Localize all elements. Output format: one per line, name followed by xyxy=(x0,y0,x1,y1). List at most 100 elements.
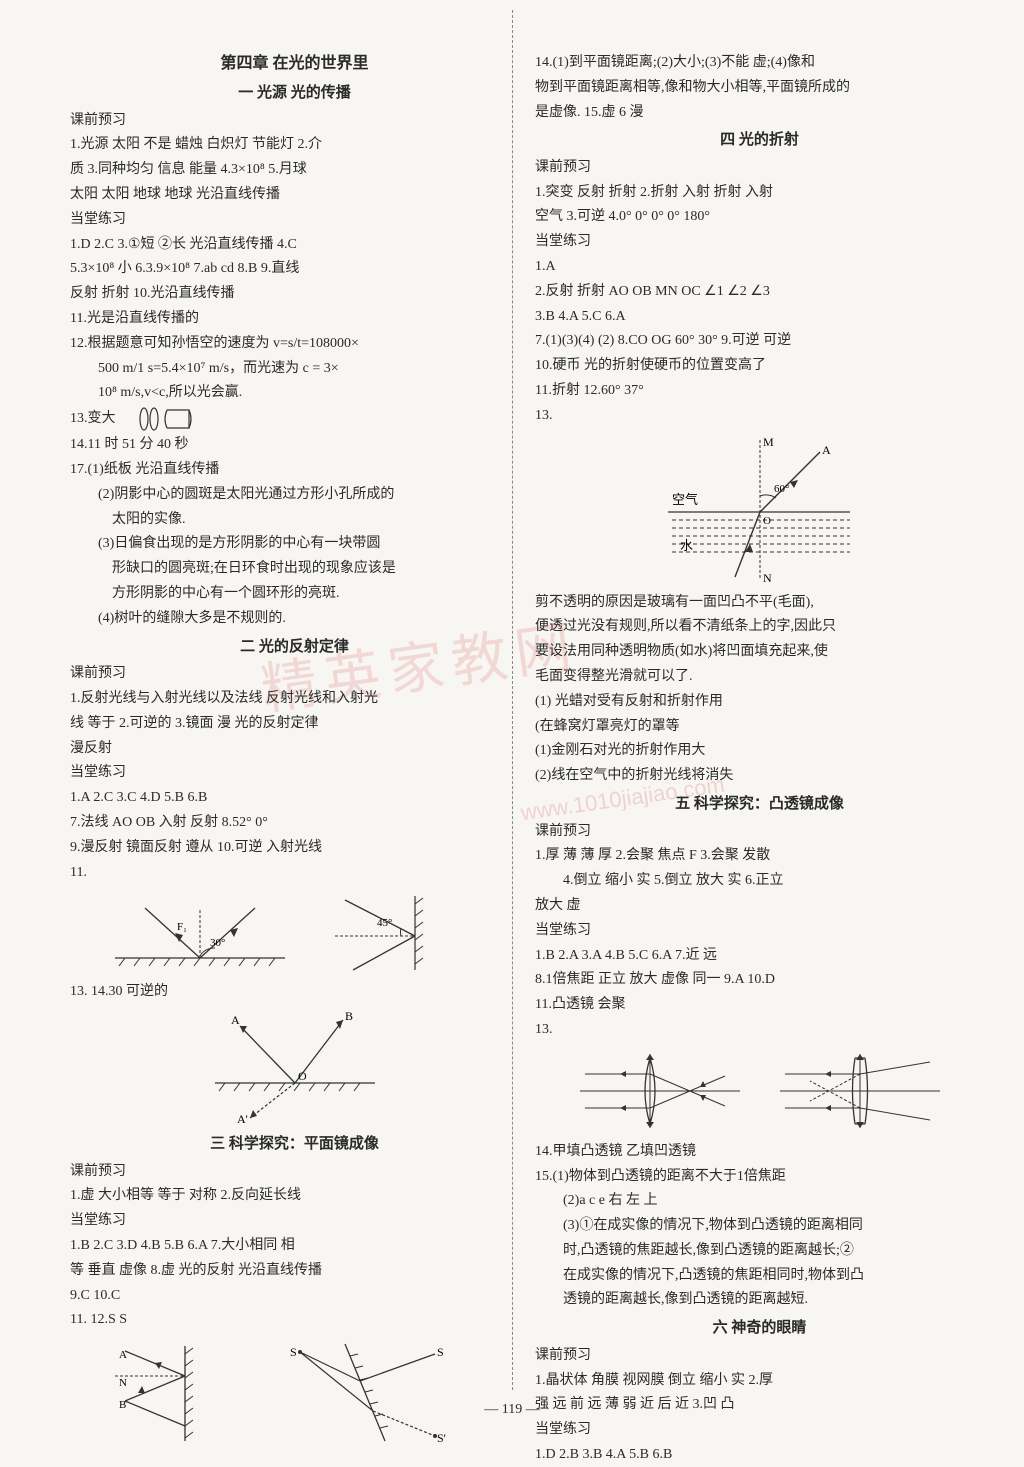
text-line: 1.B 2.A 3.A 4.B 5.C 6.A 7.近 远 xyxy=(535,944,984,968)
text-line: 便透过光没有规则,所以看不清纸条上的字,因此只 xyxy=(535,615,984,639)
text-line: 1.D 2.C 3.①短 ②长 光沿直线传播 4.C xyxy=(70,233,519,257)
svg-text:A: A xyxy=(231,1013,240,1027)
text-line: 3.B 4.A 5.C 6.A xyxy=(535,305,984,329)
text-line: 15.(1)物体到凸透镜的距离不大于1倍焦距 xyxy=(535,1165,984,1189)
text-line: (1)金刚石对光的折射作用大 xyxy=(535,739,984,763)
sec5-title: 五 科学探究：凸透镜成像 xyxy=(535,792,984,818)
svg-text:N: N xyxy=(763,571,772,585)
angle-30: 30° xyxy=(210,937,225,949)
text-line: (3)日偏食出现的是方形阴影的中心有一块带圆 xyxy=(70,532,519,556)
mirror-diagram-13: A B O A' xyxy=(195,1008,395,1128)
svg-text:A: A xyxy=(822,443,831,457)
sec6-pre-head: 课前预习 xyxy=(535,1344,984,1368)
svg-text:S: S xyxy=(290,1345,297,1359)
svg-text:S': S' xyxy=(437,1431,446,1445)
sec2-prac-head: 当堂练习 xyxy=(70,761,519,785)
text-line: 9.C 10.C xyxy=(70,1284,519,1308)
svg-text:O: O xyxy=(298,1069,307,1083)
text-line: (2)a c e 右 左 上 xyxy=(535,1189,984,1213)
text-line: (2)线在空气中的折射光线将消失 xyxy=(535,764,984,788)
svg-text:A: A xyxy=(119,1349,127,1361)
svg-text:N: N xyxy=(119,1377,127,1389)
text-line: 方形阴影的中心有一个圆环形的亮斑. xyxy=(70,582,519,606)
text-line: 1.晶状体 角膜 视网膜 倒立 缩小 实 2.厚 xyxy=(535,1369,984,1393)
text-line: 11. 12.S S xyxy=(70,1308,519,1332)
text-line: (4)树叶的缝隙大多是不规则的. xyxy=(70,607,519,631)
text-line: 17.(1)纸板 光沿直线传播 xyxy=(70,458,519,482)
text-line: 物到平面镜距离相等,像和物大小相等,平面镜所成的 xyxy=(535,76,984,100)
text-line: 1.D 2.B 3.B 4.A 5.B 6.B xyxy=(535,1443,984,1467)
text-line: 11. xyxy=(70,861,519,885)
svg-text:60°: 60° xyxy=(774,483,789,495)
text-line: 时,凸透镜的焦距越长,像到凸透镜的距离越长;② xyxy=(535,1239,984,1263)
text-line: 1.厚 薄 薄 厚 2.会聚 焦点 F 3.会聚 发散 xyxy=(535,844,984,868)
text-line: 11.折射 12.60° 37° xyxy=(535,379,984,403)
svg-text:M: M xyxy=(763,435,774,449)
text-line: 反射 折射 10.光沿直线传播 xyxy=(70,282,519,306)
svg-text:O: O xyxy=(763,515,771,527)
text-line: 5.3×10⁸ 小 6.3.9×10⁸ 7.ab cd 8.B 9.直线 xyxy=(70,257,519,281)
reflection-diagram-11: 30° F₁ 45° xyxy=(105,888,485,976)
text-line: 1.虚 大小相等 等于 对称 2.反向延长线 xyxy=(70,1184,519,1208)
text-line: 7.(1)(3)(4) (2) 8.CO OG 60° 30° 9.可逆 可逆 xyxy=(535,329,984,353)
text-line: 剪不透明的原因是玻璃有一面凹凸不平(毛面), xyxy=(535,591,984,615)
text-line: 太阳的实像. xyxy=(70,508,519,532)
text-line: 4.倒立 缩小 实 5.倒立 放大 实 6.正立 xyxy=(535,869,984,893)
text-line: 1.B 2.C 3.D 4.B 5.B 6.A 7.大小相同 相 xyxy=(70,1234,519,1258)
text-line: 500 m/1 s=5.4×10⁷ m/s，而光速为 c = 3× xyxy=(70,357,519,381)
mirror-diagram-11-12: N A B S S S' xyxy=(95,1336,495,1451)
page-number: — 119 — xyxy=(0,1398,1024,1422)
text-line: 8.1倍焦距 正立 放大 虚像 同一 9.A 10.D xyxy=(535,968,984,992)
text-line: 13. 14.30 可逆的 xyxy=(70,980,519,1004)
text-line: 漫反射 xyxy=(70,737,519,761)
page-content: 第四章 在光的世界里 一 光源 光的传播 课前预习 1.光源 太阳 不是 蜡烛 … xyxy=(70,50,984,1400)
text-line: 12.根据题意可知孙悟空的速度为 v=s/t=108000× xyxy=(70,332,519,356)
text-line: 在成实像的情况下,凸透镜的焦距相同时,物体到凸 xyxy=(535,1264,984,1288)
text-line: (1) 光蜡对受有反射和折射作用 xyxy=(535,690,984,714)
sec2-title: 二 光的反射定律 xyxy=(70,635,519,661)
text-line: 线 等于 2.可逆的 3.镜面 漫 光的反射定律 xyxy=(70,712,519,736)
lens-diagram-13 xyxy=(570,1046,950,1136)
sec5-prac-head: 当堂练习 xyxy=(535,919,984,943)
refraction-diagram-13: M N 空气 水 A 60° O xyxy=(650,432,870,587)
text-line: 14.甲填凸透镜 乙填凹透镜 xyxy=(535,1140,984,1164)
text-line: 11.凸透镜 会聚 xyxy=(535,993,984,1017)
text-line: (3)①在成实像的情况下,物体到凸透镜的距离相同 xyxy=(535,1214,984,1238)
text-line: 要设法用同种透明物质(如水)将凹面填充起来,使 xyxy=(535,640,984,664)
left-column: 第四章 在光的世界里 一 光源 光的传播 课前预习 1.光源 太阳 不是 蜡烛 … xyxy=(70,50,519,1400)
angle-45: 45° xyxy=(377,917,392,929)
text-line: 11.光是沿直线传播的 xyxy=(70,307,519,331)
sec4-pre-head: 课前预习 xyxy=(535,156,984,180)
chapter-title: 第四章 在光的世界里 xyxy=(70,50,519,77)
text-line: 10.硬币 光的折射使硬币的位置变高了 xyxy=(535,354,984,378)
sec5-pre-head: 课前预习 xyxy=(535,820,984,844)
text-line: 等 垂直 虚像 8.虚 光的反射 光沿直线传播 xyxy=(70,1259,519,1283)
sec1-prac-head: 当堂练习 xyxy=(70,208,519,232)
sec4-title: 四 光的折射 xyxy=(535,128,984,154)
text-line: 9.漫反射 镜面反射 遵从 10.可逆 入射光线 xyxy=(70,836,519,860)
text-line: 毛面变得整光滑就可以了. xyxy=(535,665,984,689)
text-line: 1.突变 反射 折射 2.折射 入射 折射 入射 xyxy=(535,181,984,205)
text-line: 1.A xyxy=(535,255,984,279)
q13-label: 13.变大 xyxy=(70,411,116,426)
text-line: 13. xyxy=(535,404,984,428)
text-line: 7.法线 AO OB 入射 反射 8.52° 0° xyxy=(70,811,519,835)
svg-text:水: 水 xyxy=(680,538,693,553)
text-line: 放大 虚 xyxy=(535,894,984,918)
text-line: 10⁸ m/s,v<c,所以光会赢. xyxy=(70,381,519,405)
lens-diagram-icon xyxy=(119,406,199,432)
sec3-pre-head: 课前预习 xyxy=(70,1160,519,1184)
sec2-pre-head: 课前预习 xyxy=(70,662,519,686)
sec1-title: 一 光源 光的传播 xyxy=(70,81,519,107)
text-line: 空气 3.可逆 4.0° 0° 0° 0° 180° xyxy=(535,205,984,229)
text-line: 太阳 太阳 地球 地球 光沿直线传播 xyxy=(70,183,519,207)
text-line: 1.A 2.C 3.C 4.D 5.B 6.B xyxy=(70,786,519,810)
text-line: 13.变大 xyxy=(70,406,519,432)
sec3-title: 三 科学探究：平面镜成像 xyxy=(70,1132,519,1158)
text-line: 1.光源 太阳 不是 蜡烛 白炽灯 节能灯 2.介 xyxy=(70,133,519,157)
svg-text:空气: 空气 xyxy=(672,492,698,507)
svg-text:A': A' xyxy=(237,1112,248,1126)
text-line: (在蜂窝灯罩亮灯的罩等 xyxy=(535,715,984,739)
sec1-pre-head: 课前预习 xyxy=(70,109,519,133)
text-line: 质 3.同种均匀 信息 能量 4.3×10⁸ 5.月球 xyxy=(70,158,519,182)
